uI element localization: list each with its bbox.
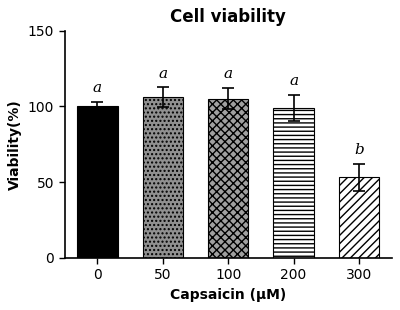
Text: a: a bbox=[158, 67, 167, 81]
Text: a: a bbox=[93, 81, 102, 95]
Y-axis label: Viability(%): Viability(%) bbox=[8, 99, 22, 189]
Text: b: b bbox=[354, 143, 364, 157]
Bar bbox=[273, 108, 314, 258]
X-axis label: Capsaicin (μM): Capsaicin (μM) bbox=[170, 288, 286, 302]
Bar bbox=[142, 97, 183, 258]
Bar bbox=[77, 106, 118, 258]
Text: a: a bbox=[224, 67, 233, 81]
Bar bbox=[339, 178, 379, 258]
Title: Cell viability: Cell viability bbox=[170, 8, 286, 26]
Bar bbox=[208, 99, 248, 258]
Text: a: a bbox=[289, 74, 298, 88]
